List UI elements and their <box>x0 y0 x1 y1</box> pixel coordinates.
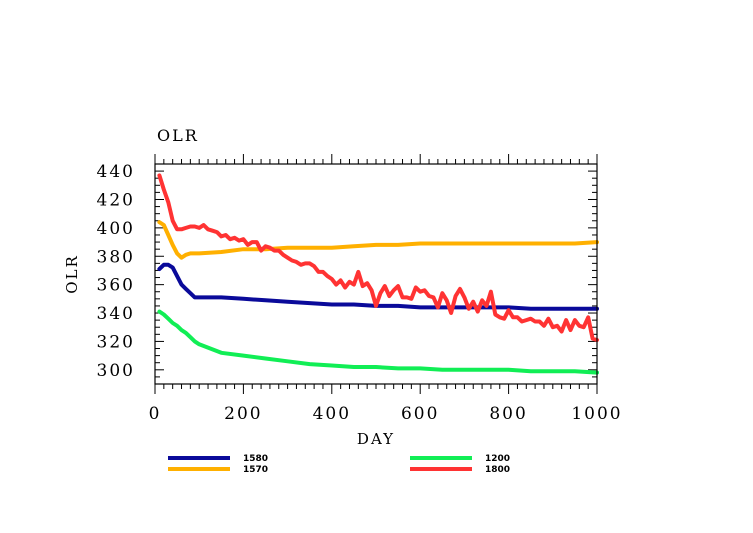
y-tick-label: 380 <box>97 247 135 267</box>
y-tick-label: 300 <box>97 361 135 381</box>
x-tick-label: 0 <box>149 404 162 424</box>
series-line-1800 <box>157 173 599 342</box>
y-axis-title: OLR <box>63 254 81 294</box>
legend-label-1580: 1580 <box>243 454 268 464</box>
legend-label-1200: 1200 <box>485 454 510 464</box>
axes: 0 200 400 600 800 1000 300 320 340 360 380 400 420 44… <box>97 154 622 424</box>
legend-label-1800: 1800 <box>485 465 510 475</box>
series-line-1580 <box>157 262 599 311</box>
y-tick-label: 400 <box>97 219 135 239</box>
legend-label-1570: 1570 <box>243 465 268 475</box>
series-line-1200 <box>157 309 599 375</box>
chart-title: OLR <box>157 126 199 145</box>
x-tick-label: 1000 <box>571 404 622 424</box>
y-tick-label: 440 <box>97 162 135 182</box>
y-tick-label: 420 <box>97 190 135 210</box>
x-tick-label: 600 <box>401 404 439 424</box>
y-tick-label: 360 <box>97 276 135 296</box>
x-tick-label: 200 <box>224 404 262 424</box>
x-tick-label: 400 <box>313 404 351 424</box>
plot-frame <box>154 163 598 385</box>
y-tick-label: 340 <box>97 304 135 324</box>
series-line-1570 <box>157 220 599 260</box>
y-tick-label: 320 <box>97 332 135 352</box>
x-axis-title: DAY <box>357 430 395 448</box>
plot-series <box>157 173 599 375</box>
x-tick-label: 800 <box>489 404 527 424</box>
